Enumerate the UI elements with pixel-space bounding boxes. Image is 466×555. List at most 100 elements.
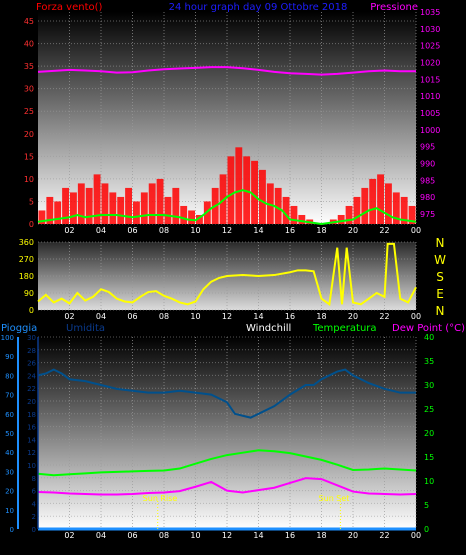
humidity-y-tick: 4: [32, 500, 37, 508]
rain-y-tick: 50: [5, 430, 14, 438]
rain-y-tick: 40: [5, 449, 14, 457]
x-tick-label: 04: [96, 531, 106, 540]
sunset-label: Sun Set: [319, 494, 350, 503]
wind-y-tick: 30: [24, 85, 34, 94]
rain-y-tick: 70: [5, 392, 14, 400]
temperature-line: [37, 449, 417, 477]
wind-bar: [243, 156, 251, 224]
pressure-axis-title: Pressione: [370, 2, 418, 13]
legend-temperatura: Temperatura: [312, 323, 377, 334]
wind-bar: [70, 192, 77, 224]
temp-y-tick: 40: [424, 333, 434, 342]
wind-bar: [164, 196, 172, 224]
x-tick-label: 14: [253, 312, 263, 321]
rain-y-tick: 60: [5, 411, 14, 419]
temp-y-tick: 25: [424, 405, 434, 414]
humidity-y-tick: 14: [27, 436, 36, 444]
wind-bar: [266, 183, 274, 224]
rain-y-tick: 90: [5, 353, 14, 361]
direction-y-tick: 90: [24, 289, 34, 298]
x-tick-label: 10: [190, 531, 200, 540]
humidity-y-tick: 16: [27, 424, 36, 432]
wind-bar: [377, 174, 384, 224]
x-tick-label: 08: [159, 312, 169, 321]
wind-y-tick: 5: [29, 197, 34, 206]
x-tick-label: 18: [316, 531, 326, 540]
pressure-y-tick: 975: [420, 210, 435, 219]
x-tick-label: 08: [159, 531, 169, 540]
wind-bar: [188, 210, 195, 224]
sunrise-label: Sun Rise: [143, 494, 178, 503]
wind-bar: [46, 196, 54, 224]
temp-y-tick: 35: [424, 357, 434, 366]
wind-y-tick: 45: [24, 17, 34, 26]
x-tick-label: 18: [316, 226, 326, 235]
pressure-y-tick: 1015: [420, 75, 440, 84]
wind-y-tick: 20: [24, 130, 34, 139]
x-tick-label: 10: [190, 312, 200, 321]
pressure-y-tick: 1005: [420, 109, 440, 118]
x-tick-label: 04: [96, 312, 106, 321]
grid-lines: [38, 12, 417, 530]
wind-bar: [392, 192, 400, 224]
compass-label: S: [436, 270, 444, 284]
pressure-y-tick: 1010: [420, 92, 440, 101]
x-tick-label: 12: [222, 312, 232, 321]
x-tick-label: 06: [127, 531, 137, 540]
humidity-y-tick: 2: [32, 513, 36, 521]
wind-bar: [361, 187, 369, 224]
x-tick-label: 02: [64, 312, 74, 321]
wind-y-tick: 25: [24, 107, 34, 116]
x-tick-label: 08: [159, 226, 169, 235]
wind-axis-title: Forza vento(): [36, 2, 103, 13]
wind-bar: [369, 178, 377, 224]
compass-label: N: [436, 236, 445, 250]
direction-y-tick: 360: [19, 238, 34, 247]
x-tick-label: 04: [96, 226, 106, 235]
wind-bar: [282, 196, 290, 224]
humidity-y-tick: 12: [27, 449, 36, 457]
wind-y-tick: 10: [24, 175, 34, 184]
dewpoint-line: [37, 477, 417, 496]
pressure-y-tick: 1025: [420, 42, 440, 51]
wind-bar: [385, 183, 392, 224]
pressure-y-tick: 980: [420, 193, 435, 202]
humidity-line: [37, 368, 416, 419]
direction-y-tick: 0: [29, 306, 34, 315]
humidity-y-tick: 8: [32, 475, 36, 483]
wind-bar: [337, 214, 345, 224]
humidity-y-tick: 22: [27, 385, 36, 393]
pressure-y-tick: 985: [420, 176, 435, 185]
x-tick-label: 12: [222, 226, 232, 235]
compass-label: W: [434, 253, 446, 267]
humidity-y-tick: 10: [27, 462, 36, 470]
wind-bar: [133, 201, 140, 224]
pressure-y-tick: 1035: [420, 8, 440, 17]
x-tick-label: 06: [127, 226, 137, 235]
wind-bar: [62, 187, 69, 224]
wind-bar: [408, 205, 416, 224]
legend-umidita: Umidita: [66, 323, 105, 334]
pressure-y-tick: 995: [420, 143, 435, 152]
wind-bar: [77, 183, 85, 224]
x-tick-label: 02: [64, 531, 74, 540]
legend-pioggia: Pioggia: [1, 323, 37, 334]
temp-y-tick: 30: [424, 381, 434, 390]
wind-bar: [353, 196, 361, 224]
rain-y-tick: 30: [5, 468, 14, 476]
wind-bar: [148, 183, 156, 224]
pressure-y-tick: 1020: [420, 58, 440, 67]
x-tick-label: 12: [222, 531, 232, 540]
direction-line: [37, 242, 417, 307]
plot-series: [37, 66, 417, 531]
wind-bar: [85, 187, 93, 224]
temp-y-tick: 0: [424, 525, 429, 534]
wind-bar: [172, 187, 180, 224]
pressure-y-tick: 990: [420, 159, 435, 168]
legend-dewpoint: Dew Point (°C): [392, 323, 465, 334]
x-tick-label: 00: [411, 226, 421, 235]
wind-bar: [251, 160, 258, 224]
pressure-y-tick: 1030: [420, 25, 440, 34]
wind-bar: [140, 192, 148, 224]
